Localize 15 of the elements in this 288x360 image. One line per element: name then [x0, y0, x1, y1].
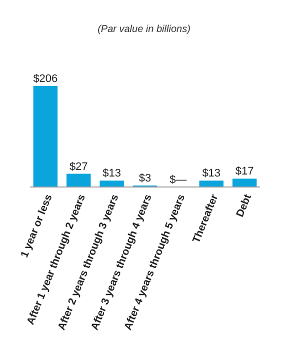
data-label: $206 — [33, 73, 58, 85]
bar — [66, 174, 91, 187]
data-label: $27 — [69, 160, 88, 173]
data-label: $13 — [102, 168, 121, 180]
x-tick-label: 1 year or less — [18, 192, 55, 260]
data-label: $— — [170, 174, 187, 186]
bar — [232, 178, 257, 187]
bar — [199, 180, 224, 187]
x-tick-label: Debt — [234, 192, 254, 219]
bar — [100, 180, 124, 187]
chart-subtitle: (Par value in billions) — [98, 24, 190, 35]
data-label: $3 — [138, 172, 152, 185]
data-label: $17 — [235, 166, 254, 178]
bar — [33, 86, 58, 187]
data-label: $13 — [202, 168, 221, 180]
